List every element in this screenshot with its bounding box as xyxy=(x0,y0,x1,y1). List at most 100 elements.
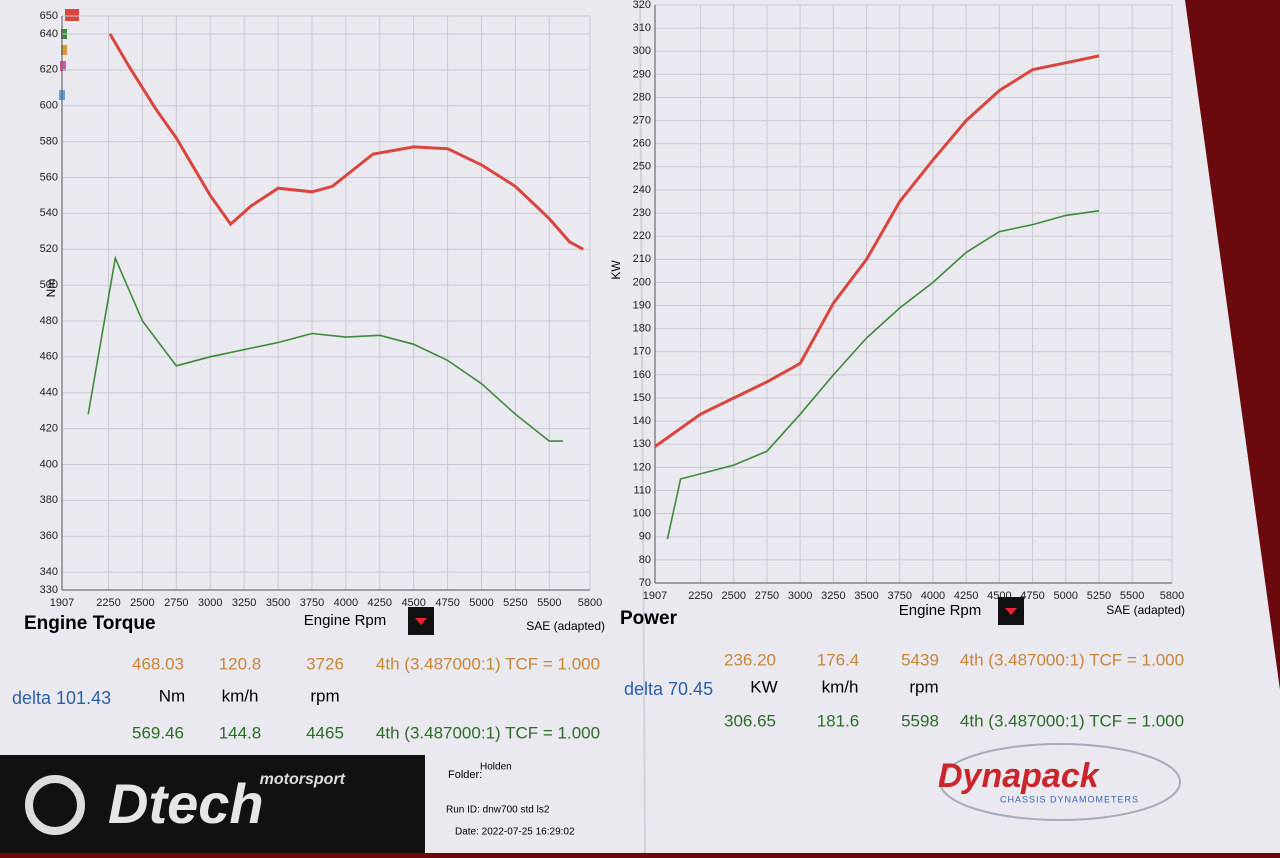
readout-peak: 5598 xyxy=(901,711,939,730)
readout-unit: rpm xyxy=(310,686,339,705)
y-tick-label: 440 xyxy=(40,387,58,399)
legend-swatch xyxy=(65,9,79,21)
y-tick-label: 420 xyxy=(40,422,58,434)
readout-peak: 4th (3.487000:1) TCF = 1.000 xyxy=(960,711,1184,730)
x-tick-label: 5500 xyxy=(1120,590,1144,602)
x-tick-label: 3250 xyxy=(232,597,256,609)
maker-swoosh xyxy=(939,743,1181,821)
y-tick-label: 520 xyxy=(40,243,58,255)
logo-mark xyxy=(25,775,85,835)
y-tick-label: 90 xyxy=(639,531,651,543)
y-tick-label: 600 xyxy=(40,100,58,112)
y-tick-label: 310 xyxy=(633,22,651,34)
y-axis-label: KW xyxy=(609,260,623,280)
readout-current: 4th (3.487000:1) TCF = 1.000 xyxy=(376,654,600,673)
y-tick-label: 620 xyxy=(40,64,58,76)
x-tick-label: 5500 xyxy=(537,597,561,609)
readout-peak: 4465 xyxy=(306,723,344,742)
x-tick-label: 5250 xyxy=(1087,590,1111,602)
y-tick-label: 340 xyxy=(40,566,58,578)
readout-current: 176.4 xyxy=(817,650,860,669)
y-tick-label: 460 xyxy=(40,351,58,363)
series-line xyxy=(666,210,1100,540)
y-tick-label: 150 xyxy=(633,392,651,404)
readout-unit: rpm xyxy=(909,677,938,696)
y-tick-label: 300 xyxy=(633,45,651,57)
x-tick-label: 3000 xyxy=(788,590,812,602)
readout-peak: 306.65 xyxy=(724,711,776,730)
y-tick-label: 540 xyxy=(40,207,58,219)
x-tick-label: 5000 xyxy=(1054,590,1078,602)
readout-peak: 4th (3.487000:1) TCF = 1.000 xyxy=(376,723,600,742)
legend-swatch xyxy=(61,45,67,55)
y-tick-label: 500 xyxy=(40,279,58,291)
dropdown-arrow xyxy=(415,618,427,625)
series-line xyxy=(654,54,1100,448)
x-tick-label: 3500 xyxy=(854,590,878,602)
note: SAE (adapted) xyxy=(526,619,605,633)
y-tick-label: 190 xyxy=(633,299,651,311)
readout-current: 120.8 xyxy=(219,654,262,673)
series-line xyxy=(108,33,584,251)
readout-unit: km/h xyxy=(822,677,859,696)
y-tick-label: 100 xyxy=(633,508,651,520)
x-tick-label: 5800 xyxy=(578,597,602,609)
dropdown-arrow xyxy=(1005,608,1017,615)
chart-title: Power xyxy=(620,608,678,629)
y-tick-label: 110 xyxy=(633,484,651,496)
readout-peak: 569.46 xyxy=(132,723,184,742)
x-tick-label: 5800 xyxy=(1160,590,1184,602)
readout-current: 3726 xyxy=(306,654,344,673)
x-tick-label: 2500 xyxy=(130,597,154,609)
brand: Dtech xyxy=(108,772,264,835)
y-tick-label: 180 xyxy=(633,323,651,335)
y-tick-label: 260 xyxy=(633,138,651,150)
readout-delta: delta 101.43 xyxy=(12,688,111,708)
readout-unit: km/h xyxy=(222,686,259,705)
folder: Holden xyxy=(480,762,512,773)
x-tick-label: 2750 xyxy=(755,590,779,602)
x-tick-label: 3250 xyxy=(821,590,845,602)
folder-label: Folder: xyxy=(448,769,482,781)
y-tick-label: 130 xyxy=(633,438,651,450)
y-axis-label: Nm xyxy=(44,279,58,298)
y-tick-label: 220 xyxy=(633,230,651,242)
y-tick-label: 80 xyxy=(639,554,651,566)
x-tick-label: 3000 xyxy=(198,597,222,609)
y-tick-label: 70 xyxy=(639,577,651,589)
x-tick-label: 4000 xyxy=(921,590,945,602)
x-tick-label: 2250 xyxy=(96,597,120,609)
y-tick-label: 640 xyxy=(40,28,58,40)
x-tick-label: 5000 xyxy=(469,597,493,609)
x-tick-label: 1907 xyxy=(643,590,667,602)
y-tick-label: 560 xyxy=(40,171,58,183)
maker: Dynapack xyxy=(938,757,1101,795)
y-tick-label: 320 xyxy=(633,0,651,11)
note: SAE (adapted) xyxy=(1106,603,1185,617)
x-tick-label: 4500 xyxy=(401,597,425,609)
y-tick-label: 480 xyxy=(40,315,58,327)
x-tick-label: 5250 xyxy=(503,597,527,609)
y-tick-label: 170 xyxy=(633,346,651,358)
y-tick-label: 380 xyxy=(40,494,58,506)
y-tick-label: 330 xyxy=(40,584,58,596)
run-id: Run ID: dnw700 std ls2 xyxy=(446,805,550,816)
y-tick-label: 280 xyxy=(633,91,651,103)
x-axis-label: Engine Rpm xyxy=(899,602,982,619)
x-tick-label: 4750 xyxy=(435,597,459,609)
x-tick-label: 3500 xyxy=(266,597,290,609)
y-tick-label: 400 xyxy=(40,458,58,470)
y-tick-label: 120 xyxy=(633,461,651,473)
y-tick-label: 230 xyxy=(633,207,651,219)
x-tick-label: 2500 xyxy=(722,590,746,602)
readout-unit: Nm xyxy=(159,686,185,705)
x-tick-label: 4750 xyxy=(1020,590,1044,602)
x-tick-label: 4250 xyxy=(368,597,392,609)
x-tick-label: 4250 xyxy=(954,590,978,602)
y-tick-label: 270 xyxy=(633,115,651,127)
readout-delta: delta 70.45 xyxy=(624,679,713,699)
x-tick-label: 3750 xyxy=(300,597,324,609)
x-tick-label: 4000 xyxy=(334,597,358,609)
